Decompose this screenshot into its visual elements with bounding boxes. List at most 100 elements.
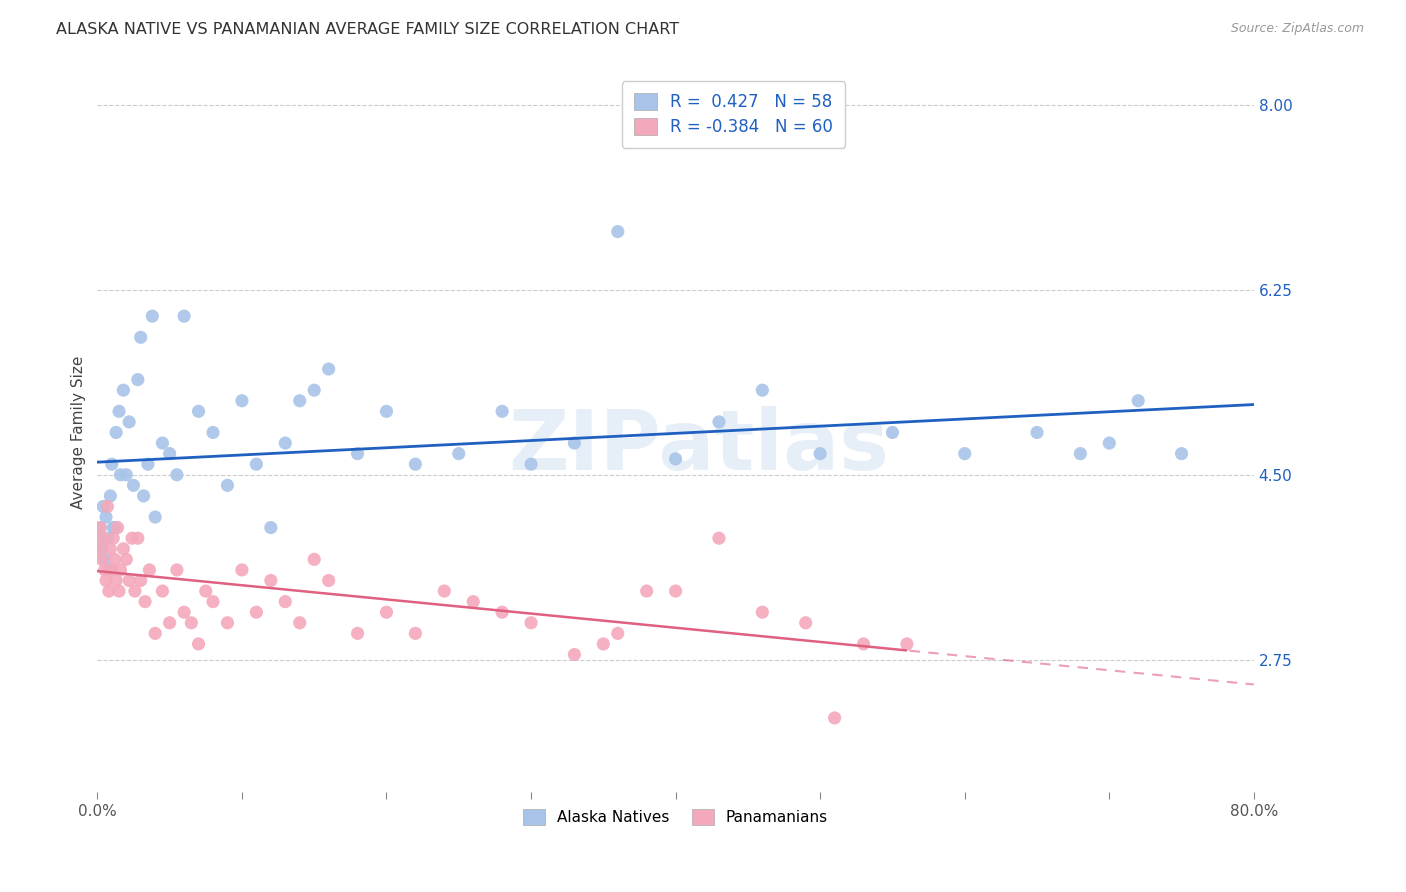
Point: [808, 447, 831, 461]
Point: [1170, 447, 1192, 461]
Text: ZIPatlas: ZIPatlas: [508, 407, 889, 487]
Point: [953, 447, 976, 461]
Point: [166, 563, 188, 577]
Point: [138, 563, 160, 577]
Point: [136, 457, 159, 471]
Point: [274, 436, 297, 450]
Point: [103, 521, 125, 535]
Point: [375, 605, 398, 619]
Point: [104, 521, 127, 535]
Point: [129, 574, 152, 588]
Point: [143, 626, 166, 640]
Point: [127, 373, 149, 387]
Point: [606, 225, 628, 239]
Point: [1098, 436, 1121, 450]
Text: Source: ZipAtlas.com: Source: ZipAtlas.com: [1230, 22, 1364, 36]
Point: [98, 541, 121, 556]
Point: [112, 383, 135, 397]
Point: [97, 584, 120, 599]
Point: [104, 552, 127, 566]
Point: [159, 447, 181, 461]
Point: [108, 404, 131, 418]
Point: [87, 531, 110, 545]
Point: [112, 541, 135, 556]
Point: [1026, 425, 1049, 440]
Point: [121, 531, 143, 545]
Point: [187, 404, 209, 418]
Point: [89, 521, 111, 535]
Point: [89, 521, 111, 535]
Point: [173, 605, 195, 619]
Point: [665, 451, 688, 466]
Point: [882, 425, 904, 440]
Point: [491, 404, 513, 418]
Point: [87, 541, 110, 556]
Point: [346, 626, 368, 640]
Point: [132, 489, 155, 503]
Point: [94, 574, 117, 588]
Point: [115, 467, 138, 482]
Point: [110, 467, 132, 482]
Point: [105, 574, 128, 588]
Point: [433, 584, 456, 599]
Y-axis label: Average Family Size: Average Family Size: [72, 356, 86, 509]
Point: [201, 425, 224, 440]
Point: [245, 457, 267, 471]
Point: [90, 552, 112, 566]
Point: [375, 404, 398, 418]
Point: [636, 584, 658, 599]
Point: [93, 563, 115, 577]
Point: [564, 436, 586, 450]
Point: [124, 584, 146, 599]
Point: [101, 563, 124, 577]
Point: [463, 594, 485, 608]
Point: [707, 415, 730, 429]
Point: [217, 615, 239, 630]
Point: [143, 510, 166, 524]
Point: [187, 637, 209, 651]
Point: [159, 615, 181, 630]
Point: [404, 457, 426, 471]
Point: [274, 594, 297, 608]
Legend: Alaska Natives, Panamanians: Alaska Natives, Panamanians: [515, 800, 837, 835]
Text: ALASKA NATIVE VS PANAMANIAN AVERAGE FAMILY SIZE CORRELATION CHART: ALASKA NATIVE VS PANAMANIAN AVERAGE FAMI…: [56, 22, 679, 37]
Point: [110, 563, 132, 577]
Point: [201, 594, 224, 608]
Point: [127, 531, 149, 545]
Point: [606, 626, 628, 640]
Point: [166, 467, 188, 482]
Point: [97, 563, 120, 577]
Point: [665, 584, 688, 599]
Point: [404, 626, 426, 640]
Point: [194, 584, 217, 599]
Point: [231, 563, 253, 577]
Point: [447, 447, 470, 461]
Point: [129, 330, 152, 344]
Point: [260, 521, 283, 535]
Point: [1128, 393, 1150, 408]
Point: [105, 425, 128, 440]
Point: [564, 648, 586, 662]
Point: [141, 309, 163, 323]
Point: [90, 541, 112, 556]
Point: [260, 574, 283, 588]
Point: [91, 500, 114, 514]
Point: [852, 637, 875, 651]
Point: [288, 615, 311, 630]
Point: [107, 521, 129, 535]
Point: [96, 531, 118, 545]
Point: [122, 478, 145, 492]
Point: [103, 531, 125, 545]
Point: [520, 615, 543, 630]
Point: [118, 415, 141, 429]
Point: [118, 574, 141, 588]
Point: [520, 457, 543, 471]
Point: [794, 615, 817, 630]
Point: [98, 489, 121, 503]
Point: [115, 552, 138, 566]
Point: [96, 500, 118, 514]
Point: [346, 447, 368, 461]
Point: [751, 383, 773, 397]
Point: [318, 574, 340, 588]
Point: [152, 584, 174, 599]
